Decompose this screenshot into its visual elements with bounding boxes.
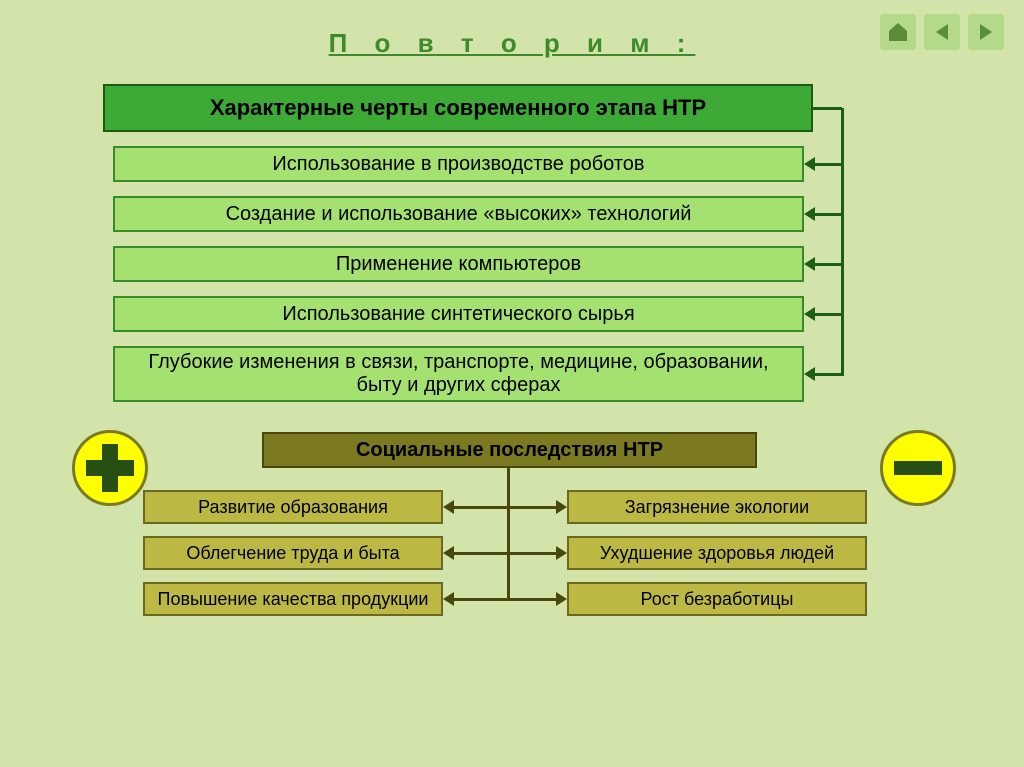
sub-item-box-left: Развитие образования (143, 490, 443, 524)
arrow-left-icon (804, 207, 815, 221)
sub-header-text: Социальные последствия НТР (356, 439, 663, 462)
arrow-right-icon (556, 592, 567, 606)
connector-line (815, 313, 842, 316)
top-item-box: Использование синтетического сырья (113, 296, 804, 332)
top-item-text: Применение компьютеров (336, 253, 581, 276)
connector-line (813, 107, 842, 110)
arrow-left-icon (443, 546, 454, 560)
connector-line (507, 468, 510, 601)
arrow-right-icon (556, 500, 567, 514)
arrow-left-icon (443, 592, 454, 606)
nav-controls (880, 14, 1004, 50)
arrow-left-icon (443, 500, 454, 514)
arrow-left-icon (804, 257, 815, 271)
home-icon (886, 20, 910, 44)
next-button[interactable] (968, 14, 1004, 50)
arrow-left-icon (804, 157, 815, 171)
top-item-box: Использование в производстве роботов (113, 146, 804, 182)
top-item-text: Использование синтетического сырья (282, 303, 634, 326)
sub-item-box-right: Ухудшение здоровья людей (567, 536, 867, 570)
sub-item-text: Загрязнение экологии (625, 497, 809, 518)
connector-line (815, 213, 842, 216)
sub-item-text: Облегчение труда и быта (186, 543, 399, 564)
sub-item-box-right: Рост безработицы (567, 582, 867, 616)
top-header-box: Характерные черты современного этапа НТР (103, 84, 813, 132)
connector-line (508, 506, 556, 509)
top-item-text: Создание и использование «высоких» техно… (226, 203, 692, 226)
sub-item-text: Повышение качества продукции (158, 589, 429, 610)
sub-item-box-right: Загрязнение экологии (567, 490, 867, 524)
top-item-box: Применение компьютеров (113, 246, 804, 282)
plus-icon (86, 444, 134, 492)
arrow-left-icon (804, 307, 815, 321)
top-item-text: Использование в производстве роботов (272, 153, 644, 176)
home-button[interactable] (880, 14, 916, 50)
connector-line (815, 373, 842, 376)
connector-line (815, 263, 842, 266)
arrow-right-icon (974, 20, 998, 44)
top-header-text: Характерные черты современного этапа НТР (210, 95, 706, 121)
connector-line (508, 598, 556, 601)
connector-line (508, 552, 556, 555)
arrow-left-icon (804, 367, 815, 381)
sub-item-text: Ухудшение здоровья людей (600, 543, 834, 564)
top-item-box: Глубокие изменения в связи, транспорте, … (113, 346, 804, 402)
prev-button[interactable] (924, 14, 960, 50)
sub-item-box-left: Повышение качества продукции (143, 582, 443, 616)
sub-item-text: Рост безработицы (641, 589, 794, 610)
connector-line (841, 108, 844, 376)
minus-badge (880, 430, 956, 506)
arrow-left-icon (930, 20, 954, 44)
top-item-text: Глубокие изменения в связи, транспорте, … (127, 351, 790, 397)
minus-icon (894, 461, 942, 475)
top-item-box: Создание и использование «высоких» техно… (113, 196, 804, 232)
arrow-right-icon (556, 546, 567, 560)
sub-item-text: Развитие образования (198, 497, 388, 518)
sub-header-box: Социальные последствия НТР (262, 432, 757, 468)
sub-item-box-left: Облегчение труда и быта (143, 536, 443, 570)
slide-title: П о в т о р и м : (329, 28, 696, 59)
plus-badge (72, 430, 148, 506)
connector-line (815, 163, 842, 166)
